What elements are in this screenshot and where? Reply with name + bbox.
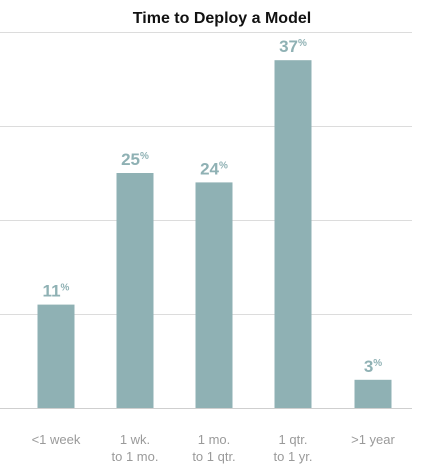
category-tick-label: 1 wk. to 1 mo.: [112, 432, 159, 464]
value-label: 3%: [364, 357, 382, 376]
bars: [37, 60, 392, 408]
category-tick-label: 1 mo. to 1 qtr.: [192, 432, 235, 464]
value-label: 25%: [121, 150, 149, 169]
category-tick-label: >1 year: [351, 432, 395, 447]
bar: [274, 60, 312, 408]
value-label: 24%: [200, 159, 228, 178]
value-label: 37%: [279, 37, 307, 56]
bar: [195, 182, 233, 408]
bar: [37, 304, 75, 408]
value-labels: 11% 25% 24% 37% 3%: [43, 37, 383, 376]
category-tick-label: <1 week: [32, 432, 81, 447]
category-labels: <1 week 1 wk. to 1 mo. 1 mo. to 1 qtr. 1 qtr.…: [32, 432, 396, 464]
category-tick-label: 1 qtr. to 1 yr.: [273, 432, 312, 464]
bar: [116, 173, 154, 408]
bar: [354, 379, 392, 408]
chart-title: Time to Deploy a Model: [133, 10, 311, 27]
value-label: 11%: [43, 282, 70, 301]
